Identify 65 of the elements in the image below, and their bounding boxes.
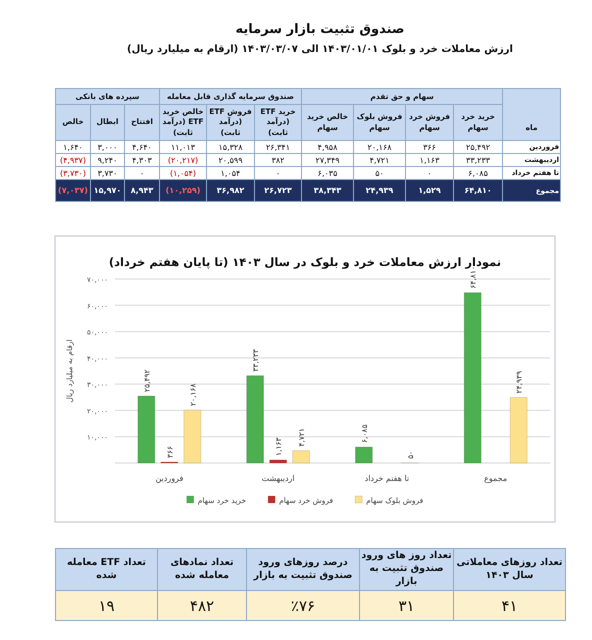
text: ۰: [427, 168, 432, 178]
text: ۶۴,۸۱۰: [464, 186, 492, 195]
text: ۳۶,۹۸۲: [216, 186, 244, 195]
text: ۳۸,۳۴۳: [314, 186, 342, 195]
text: ۴,۷۲۱: [370, 156, 390, 164]
bar: [138, 396, 156, 464]
text: ۴,۳۰۳: [132, 156, 152, 164]
text: (۱,۰۵۴): [170, 168, 196, 178]
text: ۶,۰۸۵: [468, 168, 488, 178]
text: ۶,۰۳۵: [318, 168, 338, 178]
category-label: تعداد روز های ورود صندوق تثبیت به بازار: [360, 548, 454, 590]
text: ۱۹: [98, 596, 115, 614]
text: ۹,۲۴۰: [98, 156, 118, 164]
text: ۲۷,۳۴۹: [316, 156, 340, 164]
category-label: تعداد نمادهای معامله شده: [158, 548, 246, 590]
bar: [292, 450, 310, 464]
text: ۲۰,۵۹۹: [218, 156, 243, 164]
bar: [184, 410, 202, 464]
chart-title: نمودار ارزش معاملات خرد و بلوک در سال ۱۴۰۳ (تا پایان هفتم خرداد): [108, 255, 502, 269]
category-label: تعداد ETF معامله شده: [56, 548, 158, 590]
x-tick-label: تا هفتم خرداد: [364, 474, 410, 483]
text: ۴,۶۴۰: [132, 142, 152, 152]
text: ۳۳,۲۳۳: [466, 156, 490, 164]
text: ۳,۰۰۰: [98, 142, 118, 152]
text: ۱,۰۵۴: [220, 168, 240, 178]
text: ارزش معاملات خرد و بلوک ۱۴۰۳/۰۱/۰۱ الی ۱۴۰۳/۰۳/۰۷ (ارقام به میلیارد ریال): [126, 44, 514, 55]
text: ۱۱,۰۱۳: [170, 142, 196, 152]
text: صندوق تثبیت بازار سرمایه: [234, 22, 406, 37]
text: ٪۷۶: [290, 596, 316, 614]
text: ۳۸۲: [272, 156, 284, 164]
text: ۸,۹۴۳: [130, 186, 154, 195]
text: ۱,۵۲۹: [418, 186, 441, 195]
text: ۱۵,۹۷۰: [94, 186, 122, 195]
bar: [355, 446, 373, 464]
x-tick-label: مجموع: [484, 474, 508, 483]
text: ۳۱: [398, 596, 415, 614]
bar: [464, 292, 482, 464]
category-label: تعداد روزهای معاملاتی سال ۱۴۰۳: [454, 548, 566, 590]
text: (۷,۰۳۷): [58, 186, 88, 195]
text: ۰: [276, 168, 280, 178]
text: (۲۰,۲۱۷): [168, 156, 198, 164]
text: ۴,۹۵۸: [318, 142, 338, 152]
text: ۱۵,۳۲۸: [218, 142, 243, 152]
text: ۲۰,۱۶۸: [368, 142, 392, 152]
text: ۱,۱۶۳: [420, 156, 440, 164]
text: ۴۸۲: [190, 596, 214, 614]
category-label: درصد روزهای ورود صندوق تثبیت به بازار: [246, 548, 360, 590]
text: ۳۶۶: [423, 142, 436, 152]
bar: [269, 460, 287, 464]
bar: [510, 397, 528, 464]
x-tick-label: فروردین: [155, 474, 184, 483]
x-tick-label: اردیبهشت: [262, 474, 295, 483]
bar: [246, 375, 264, 464]
text: ۲۵,۴۹۲: [466, 142, 490, 152]
text: (۱۰,۲۵۹): [166, 186, 200, 195]
text: (۳,۷۳۰): [60, 168, 86, 178]
text: ۲۶,۷۲۳: [264, 186, 292, 195]
text: ۲۴,۹۳۹: [366, 186, 394, 195]
text: ۵۰: [375, 168, 384, 178]
text: ۴۱: [501, 596, 518, 614]
text: ۲۶,۳۴۱: [266, 142, 290, 152]
text: ۱,۶۴۰: [63, 142, 83, 152]
text: ۰: [140, 168, 144, 178]
text: ۳,۷۳۰: [98, 168, 118, 178]
text: (۴,۹۳۷): [60, 156, 86, 164]
